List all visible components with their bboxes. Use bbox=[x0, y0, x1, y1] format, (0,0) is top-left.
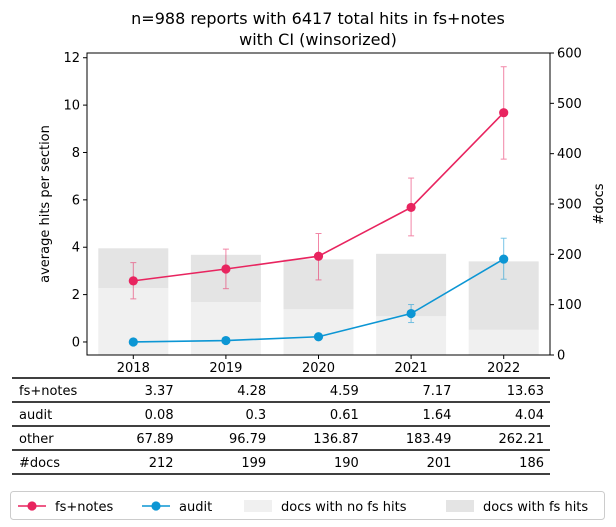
table-cell: 4.04 bbox=[515, 408, 544, 423]
x-tick-label: 2018 bbox=[117, 361, 150, 376]
bar-no-fs-hits-2020 bbox=[283, 309, 354, 355]
table-cell: 212 bbox=[149, 456, 174, 471]
point-audit-2019 bbox=[221, 335, 231, 346]
point-fs-notes-2021 bbox=[406, 202, 416, 213]
table-row-label: audit bbox=[19, 408, 52, 423]
y-tick-label: 8 bbox=[72, 146, 80, 161]
point-audit-2022 bbox=[499, 254, 509, 264]
bar-no-fs-hits-2019 bbox=[190, 302, 261, 355]
table-cell: 7.17 bbox=[422, 384, 451, 399]
y2-tick-label: 100 bbox=[557, 298, 582, 313]
table-cell: 190 bbox=[334, 456, 359, 471]
chart-title-line-1: n=988 reports with 6417 total hits in fs… bbox=[131, 9, 505, 28]
point-fs-notes-2020 bbox=[313, 251, 324, 261]
table-cell: 262.21 bbox=[499, 432, 545, 447]
table-cell: 0.61 bbox=[330, 408, 359, 423]
y-tick-label: 0 bbox=[72, 335, 80, 350]
point-audit-2021 bbox=[406, 308, 416, 319]
data-table: fs+notes 3.37 4.28 4.59 7.17 13.63 audit 0.08 0.… bbox=[12, 377, 550, 475]
bar-no-fs-hits-2022 bbox=[468, 329, 539, 355]
table-cell: 4.59 bbox=[330, 384, 359, 399]
y-tick-label: 6 bbox=[72, 193, 80, 208]
legend-label: audit bbox=[179, 500, 212, 515]
y-tick-label: 12 bbox=[63, 51, 80, 66]
point-audit-2020 bbox=[313, 332, 324, 342]
table-cell: 186 bbox=[519, 456, 544, 471]
legend-label: fs+notes bbox=[55, 500, 114, 515]
legend-marker bbox=[27, 501, 37, 511]
legend-label: docs with no fs hits bbox=[281, 500, 407, 515]
y-tick-label: 10 bbox=[63, 99, 80, 114]
table-row-label: #docs bbox=[19, 456, 60, 471]
y2-tick-label: 200 bbox=[557, 248, 582, 263]
legend-label: docs with fs hits bbox=[483, 500, 588, 515]
legend-frame bbox=[10, 491, 605, 520]
table-cell: 13.63 bbox=[507, 384, 544, 399]
legend-swatch bbox=[244, 500, 272, 512]
table-cell: 183.49 bbox=[406, 432, 452, 447]
table-cell: 67.89 bbox=[136, 432, 173, 447]
table-cell: 0.08 bbox=[145, 408, 174, 423]
point-audit-2018 bbox=[128, 337, 138, 347]
y2-tick-label: 0 bbox=[557, 349, 565, 364]
legend-entry-fs-notes: fs+notes bbox=[18, 500, 114, 515]
y2-axis-label: #docs bbox=[592, 183, 607, 224]
chart-title: n=988 reports with 6417 total hits in fs… bbox=[131, 9, 505, 49]
legend-entry-fs-hits: docs with fs hits bbox=[446, 500, 588, 515]
table-cell: 4.28 bbox=[237, 384, 266, 399]
table-cell: 0.3 bbox=[246, 408, 267, 423]
x-tick-label: 2022 bbox=[487, 361, 520, 376]
table-cell: 3.37 bbox=[145, 384, 174, 399]
table-row-label: other bbox=[19, 432, 54, 447]
point-fs-notes-2019 bbox=[221, 264, 231, 274]
y2-tick-label: 600 bbox=[557, 47, 582, 62]
x-tick-label: 2020 bbox=[302, 361, 335, 376]
legend-marker bbox=[151, 501, 161, 511]
y-axis-label: average hits per section bbox=[38, 125, 53, 283]
legend-entry-no-fs-hits: docs with no fs hits bbox=[244, 500, 407, 515]
table-cell: 96.79 bbox=[229, 432, 266, 447]
x-tick-label: 2019 bbox=[209, 361, 242, 376]
line-layer bbox=[128, 66, 509, 347]
point-fs-notes-2018 bbox=[128, 276, 138, 286]
table-cell: 201 bbox=[427, 456, 452, 471]
y-tick-label: 2 bbox=[72, 288, 80, 303]
table-cell: 199 bbox=[241, 456, 266, 471]
x-tick-label: 2021 bbox=[395, 361, 428, 376]
table-cell: 1.64 bbox=[422, 408, 451, 423]
legend-swatch bbox=[446, 500, 474, 512]
y2-tick-label: 400 bbox=[557, 147, 582, 162]
chart-title-line-2: with CI (winsorized) bbox=[239, 30, 397, 49]
y2-tick-label: 500 bbox=[557, 97, 582, 112]
y2-tick-label: 300 bbox=[557, 198, 582, 213]
table-row-label: fs+notes bbox=[19, 384, 78, 399]
y-tick-label: 4 bbox=[72, 241, 80, 256]
legend-entry-audit: audit bbox=[142, 500, 212, 515]
axes: 0 2 4 6 8 10 12 0 100 200 300 400 500 600 2018 2019 2020… bbox=[63, 47, 581, 377]
table-cell: 136.87 bbox=[313, 432, 359, 447]
point-fs-notes-2022 bbox=[499, 108, 509, 118]
legend: fs+notes audit docs with no fs hits docs wi… bbox=[10, 491, 605, 520]
